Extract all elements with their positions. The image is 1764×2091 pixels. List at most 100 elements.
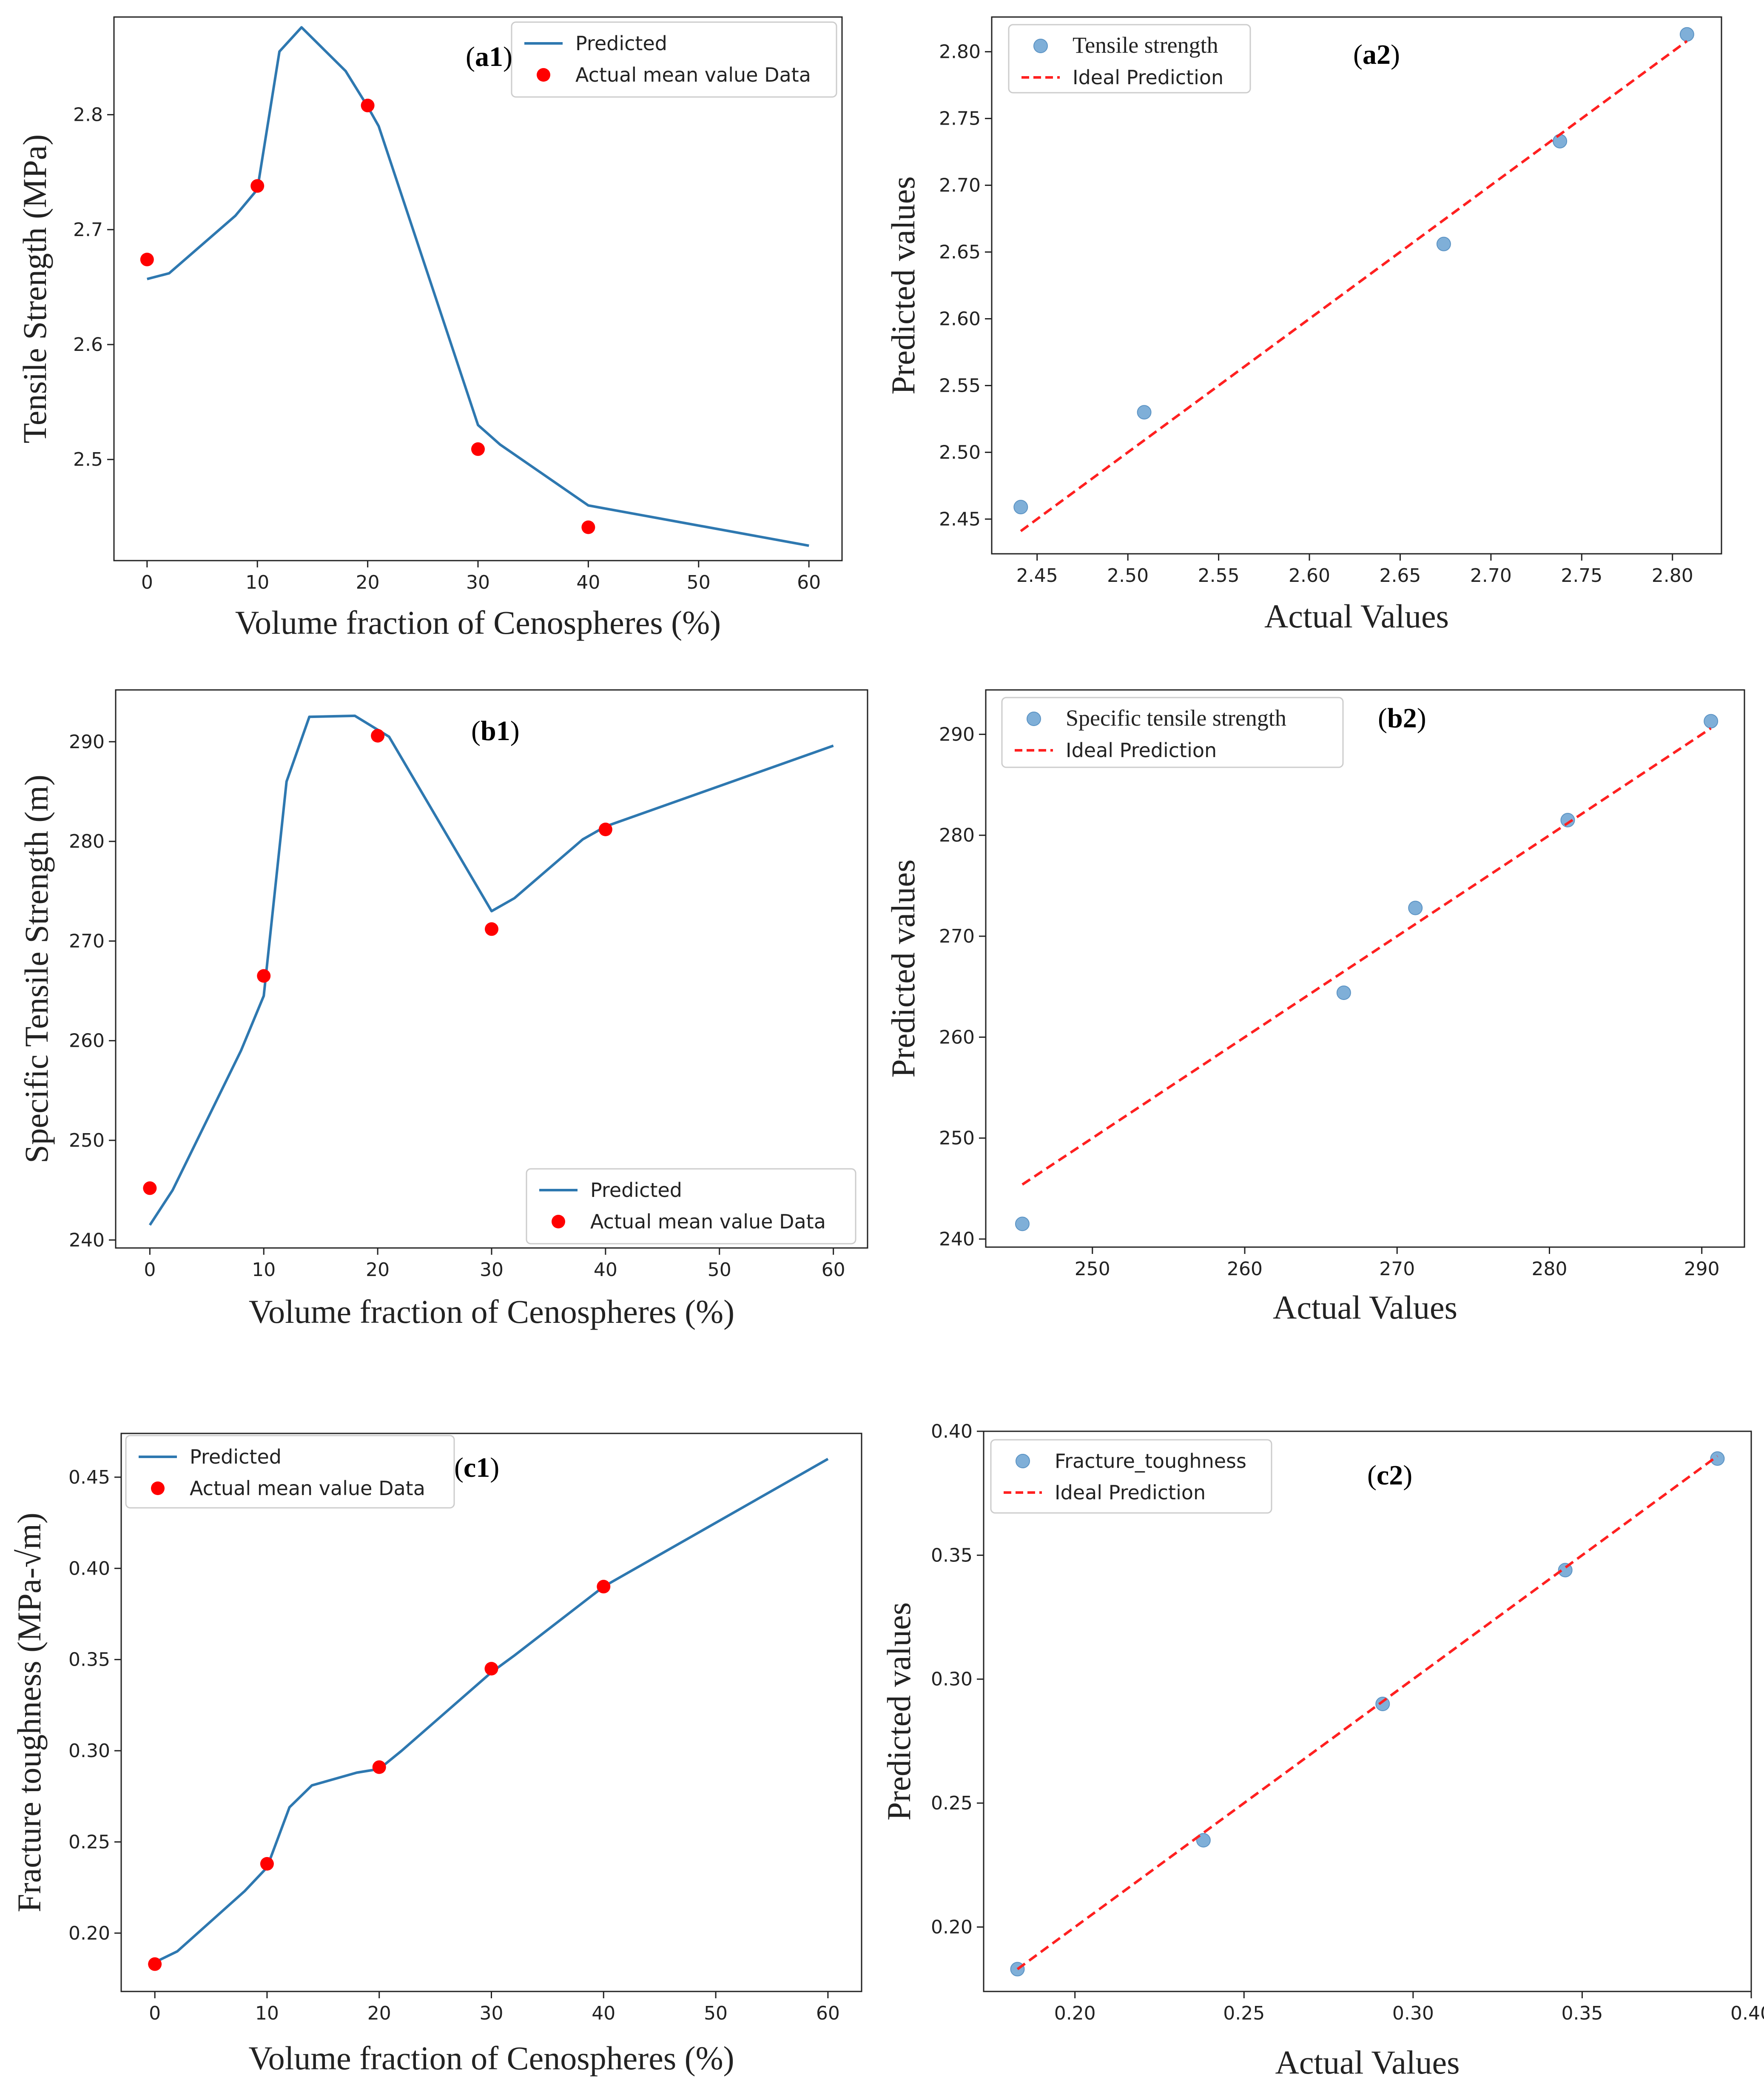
legend-point-swatch xyxy=(151,1481,165,1495)
x-tick-label: 2.70 xyxy=(1470,565,1512,587)
plot-frame xyxy=(985,689,1745,1248)
x-tick-label: 30 xyxy=(480,1259,504,1281)
chart-b1: 0 10 20 30 40 50 60 240 250 260 270 280 290 Volume fr… xyxy=(18,689,868,1330)
plot-frame xyxy=(113,16,843,561)
legend-box xyxy=(526,1168,856,1245)
legend-scatter-swatch xyxy=(1027,712,1041,726)
x-tick-label: 50 xyxy=(708,1259,731,1281)
x-tick-label: 50 xyxy=(687,572,711,593)
legend-scatter-swatch xyxy=(1016,1454,1030,1468)
panel-label-text: c2 xyxy=(1377,1460,1403,1491)
legend-entry-label: Ideal Prediction xyxy=(1055,1481,1206,1504)
panel-label-text: a1 xyxy=(475,41,503,72)
legend-entry-label: Fracture_toughness xyxy=(1055,1450,1246,1473)
y-tick-label: 0.25 xyxy=(68,1831,110,1853)
legend-entry-label: Predicted xyxy=(590,1179,682,1202)
legend-entry-label: Tensile strength xyxy=(1073,32,1218,58)
x-axis-label: Actual Values xyxy=(1273,1289,1457,1326)
x-tick-label: 0 xyxy=(144,1259,156,1281)
legend-entry-label: Ideal Prediction xyxy=(1073,66,1223,89)
actual-data-point xyxy=(140,253,154,267)
panel-label-text: b2 xyxy=(1387,703,1417,734)
actual-data-point xyxy=(143,1181,157,1195)
scatter-point xyxy=(1408,900,1423,915)
x-tick-label: 20 xyxy=(366,1259,390,1281)
panel-label: (b2) xyxy=(1378,703,1426,734)
x-tick-label: 60 xyxy=(816,2003,840,2024)
chart-c2: 0.20 0.25 0.30 0.35 0.40 0.20 0.25 0.30 0.35 0.40… xyxy=(880,1421,1764,2081)
y-tick-label: 240 xyxy=(939,1228,975,1250)
y-tick-label: 0.20 xyxy=(68,1923,110,1944)
y-tick-label: 2.6 xyxy=(73,334,103,356)
legend-scatter-swatch xyxy=(1033,39,1048,53)
x-tick-label: 10 xyxy=(245,572,269,593)
x-tick-label: 2.55 xyxy=(1198,565,1240,587)
actual-data-point xyxy=(471,442,485,456)
y-tick-label: 2.60 xyxy=(939,308,981,330)
x-tick-label: 260 xyxy=(1227,1258,1263,1280)
y-axis-label: Fracture toughness (MPa-√m) xyxy=(11,1513,48,1912)
y-tick-label: 2.65 xyxy=(939,242,981,263)
actual-data-point xyxy=(257,969,271,983)
legend-box xyxy=(125,1435,455,1509)
scatter-point xyxy=(1013,500,1028,515)
actual-data-point xyxy=(581,520,595,534)
panel-label: (c1) xyxy=(454,1452,499,1483)
x-tick-label: 2.80 xyxy=(1652,565,1693,587)
x-tick-label: 50 xyxy=(704,2003,728,2024)
y-tick-label: 0.25 xyxy=(931,1792,973,1814)
chart-a1: 0 10 20 30 40 50 60 2.5 2.6 2.7 2.8 Volume fraction… xyxy=(16,16,843,641)
actual-data-point xyxy=(485,922,498,936)
scatter-point xyxy=(1015,1216,1030,1231)
predicted-line xyxy=(148,714,834,1226)
y-tick-label: 2.45 xyxy=(939,508,981,530)
legend: Predicted Actual mean value Data xyxy=(125,1435,455,1509)
y-tick-label: 2.8 xyxy=(73,104,103,126)
y-tick-label: 0.45 xyxy=(68,1467,110,1488)
chart-b2: 250 260 270 280 290 240 250 260 270 280 290 Actual … xyxy=(885,689,1745,1326)
panel-label: (c2) xyxy=(1367,1460,1412,1491)
x-tick-label: 2.50 xyxy=(1107,565,1149,587)
panel-label-text: b1 xyxy=(481,715,510,746)
y-tick-label: 260 xyxy=(69,1030,105,1052)
legend-entry-label: Predicted xyxy=(190,1445,282,1468)
x-tick-label: 30 xyxy=(466,572,490,593)
chart-a2: 2.45 2.50 2.55 2.60 2.65 2.70 2.75 2.80 2.45 2.50… xyxy=(885,16,1722,635)
x-tick-label: 250 xyxy=(1075,1258,1110,1280)
chart-c1: 0 10 20 30 40 50 60 0.20 0.25 0.30 0.35 0.40 0.45 Vol… xyxy=(11,1433,862,2077)
y-axis-label: Predicted values xyxy=(885,176,922,394)
x-axis-label: Volume fraction of Cenospheres (%) xyxy=(235,604,721,641)
scatter-point xyxy=(1679,27,1694,42)
x-tick-label: 60 xyxy=(797,572,821,593)
x-tick-label: 0.25 xyxy=(1223,2003,1265,2024)
y-axis-label: Specific Tensile Strength (m) xyxy=(18,775,55,1163)
y-tick-label: 2.7 xyxy=(73,219,103,241)
x-tick-label: 290 xyxy=(1684,1258,1720,1280)
x-tick-label: 280 xyxy=(1531,1258,1567,1280)
actual-data-point xyxy=(484,1662,498,1676)
scatter-point xyxy=(1375,1697,1390,1712)
actual-data-point xyxy=(597,1580,611,1594)
actual-data-point xyxy=(148,1957,162,1971)
x-tick-label: 0 xyxy=(149,2003,161,2024)
panel-label-text: a2 xyxy=(1363,39,1391,70)
ideal-prediction-line xyxy=(1021,727,1712,1186)
x-axis-label: Volume fraction of Cenospheres (%) xyxy=(249,1293,734,1330)
x-axis-label: Actual Values xyxy=(1275,2044,1460,2081)
x-tick-label: 2.75 xyxy=(1561,565,1602,587)
x-tick-label: 10 xyxy=(255,2003,279,2024)
legend: Tensile strength Ideal Prediction xyxy=(1008,24,1251,94)
legend-entry-label: Specific tensile strength xyxy=(1066,705,1286,731)
x-tick-label: 0 xyxy=(141,572,153,593)
y-tick-label: 290 xyxy=(69,731,105,753)
y-axis-label: Tensile Strength (MPa) xyxy=(16,134,53,444)
y-tick-label: 0.35 xyxy=(931,1544,973,1566)
legend: Predicted Actual mean value Data xyxy=(511,21,837,98)
legend-entry-label: Predicted xyxy=(575,32,667,55)
x-tick-label: 2.45 xyxy=(1016,565,1058,587)
x-tick-label: 10 xyxy=(252,1259,276,1281)
x-tick-label: 40 xyxy=(594,1259,617,1281)
x-tick-label: 0.35 xyxy=(1561,2003,1603,2024)
legend-entry-label: Actual mean value Data xyxy=(590,1210,826,1233)
